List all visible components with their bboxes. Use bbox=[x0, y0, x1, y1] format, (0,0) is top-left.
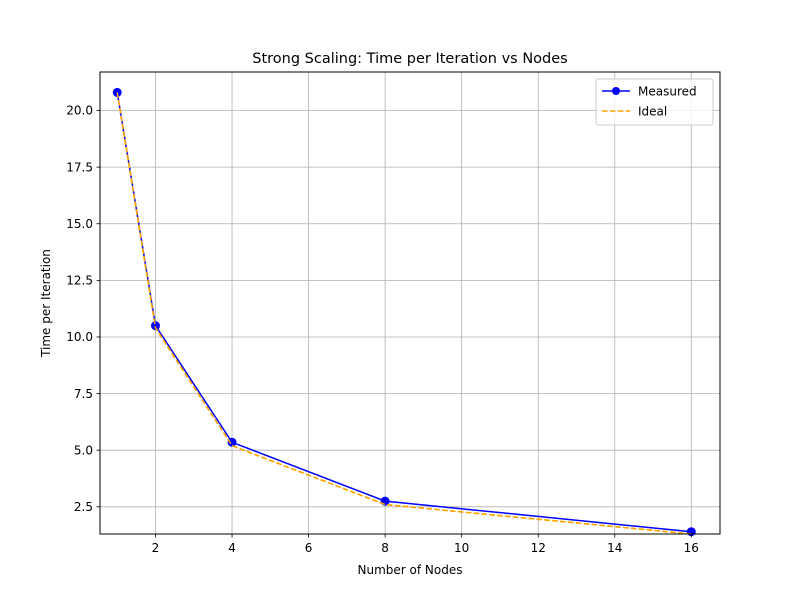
x-tick-label: 4 bbox=[228, 541, 236, 555]
y-tick-label: 10.0 bbox=[66, 330, 93, 344]
y-tick-label: 12.5 bbox=[66, 274, 93, 288]
plot-frame bbox=[99, 71, 721, 535]
y-axis-title: Time per Iteration bbox=[39, 249, 53, 358]
axis-ticks: 2 4 6 8 10 12 14 16 2.5 5.0 7.5 10.0 12.5 15.0 17.5 20.… bbox=[66, 104, 699, 555]
y-tick-label: 5.0 bbox=[74, 443, 93, 457]
x-tick-label: 14 bbox=[607, 541, 622, 555]
series-line-ideal-overlay bbox=[116, 92, 692, 535]
x-tick-label: 10 bbox=[454, 541, 469, 555]
x-tick-label: 16 bbox=[684, 541, 699, 555]
x-tick-label: 2 bbox=[152, 541, 160, 555]
legend-label-measured: Measured bbox=[638, 84, 697, 98]
x-axis-title: Number of Nodes bbox=[358, 563, 463, 577]
x-tick-label: 8 bbox=[381, 541, 389, 555]
y-tick-label: 20.0 bbox=[66, 104, 93, 118]
x-tick-label: 6 bbox=[305, 541, 313, 555]
legend-label-ideal: Ideal bbox=[638, 104, 667, 118]
chart-title: Strong Scaling: Time per Iteration vs No… bbox=[252, 51, 567, 67]
legend-marker-measured bbox=[612, 87, 620, 95]
series-layer bbox=[112, 87, 696, 537]
y-tick-label: 17.5 bbox=[66, 160, 93, 174]
y-tick-label: 7.5 bbox=[74, 387, 93, 401]
legend: Measured Ideal bbox=[595, 78, 714, 126]
y-tick-label: 2.5 bbox=[74, 500, 93, 514]
grid bbox=[100, 72, 720, 534]
x-tick-label: 12 bbox=[531, 541, 546, 555]
data-point-measured bbox=[150, 321, 160, 331]
y-tick-label: 15.0 bbox=[66, 217, 93, 231]
